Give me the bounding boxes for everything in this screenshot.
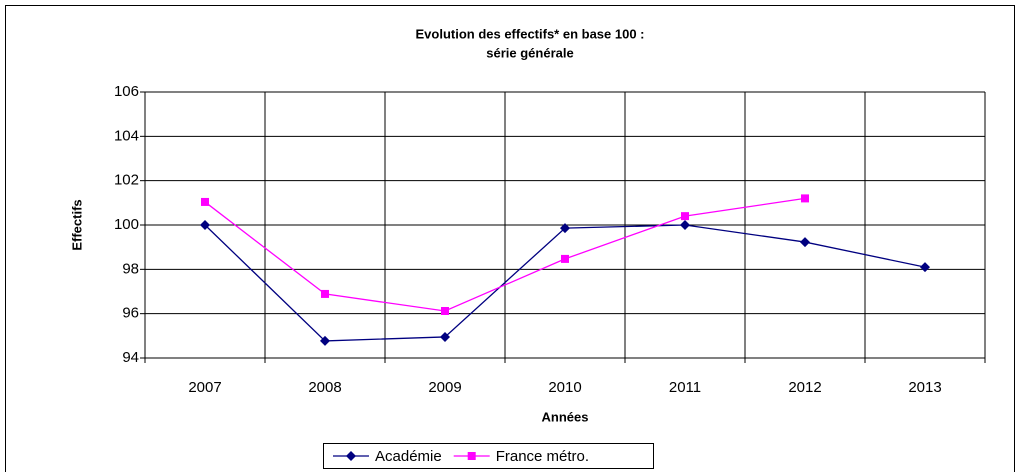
x-axis-label: Années — [542, 409, 589, 424]
marker — [800, 237, 810, 248]
marker — [560, 223, 570, 234]
legend: Académie France métro. — [323, 443, 654, 469]
x-tick-label: 2012 — [788, 379, 821, 396]
marker — [320, 335, 330, 346]
y-tick-label: 106 — [114, 83, 139, 100]
x-tick-label: 2010 — [548, 379, 581, 396]
chart-title: Evolution des effectifs* en base 100 : — [415, 26, 644, 41]
x-tick-label: 2008 — [308, 379, 341, 396]
marker — [346, 451, 356, 461]
marker — [440, 331, 450, 342]
y-tick-label: 96 — [122, 305, 139, 322]
legend-label: Académie — [375, 448, 442, 465]
y-tick-label: 104 — [114, 127, 139, 144]
marker — [801, 194, 809, 203]
y-tick-label: 102 — [114, 172, 139, 189]
chart-subtitle: série générale — [486, 45, 573, 60]
y-tick-label: 100 — [114, 216, 139, 233]
x-tick-label: 2007 — [188, 379, 221, 396]
x-tick-label: 2009 — [428, 379, 461, 396]
legend-label: France métro. — [496, 448, 589, 465]
marker — [321, 289, 329, 298]
marker — [200, 220, 210, 230]
marker — [681, 212, 689, 221]
y-tick-label: 98 — [122, 260, 139, 277]
x-tick-label: 2011 — [669, 379, 701, 396]
y-axis-label: Effectifs — [69, 199, 84, 250]
marker — [201, 197, 209, 206]
series-line — [204, 197, 806, 312]
y-tick-label: 94 — [122, 349, 139, 366]
x-tick-label: 2013 — [908, 379, 941, 396]
marker — [680, 220, 690, 230]
marker — [441, 307, 449, 316]
marker — [467, 452, 476, 460]
marker — [920, 262, 930, 273]
chart-frame — [5, 5, 1015, 472]
marker — [561, 254, 569, 263]
